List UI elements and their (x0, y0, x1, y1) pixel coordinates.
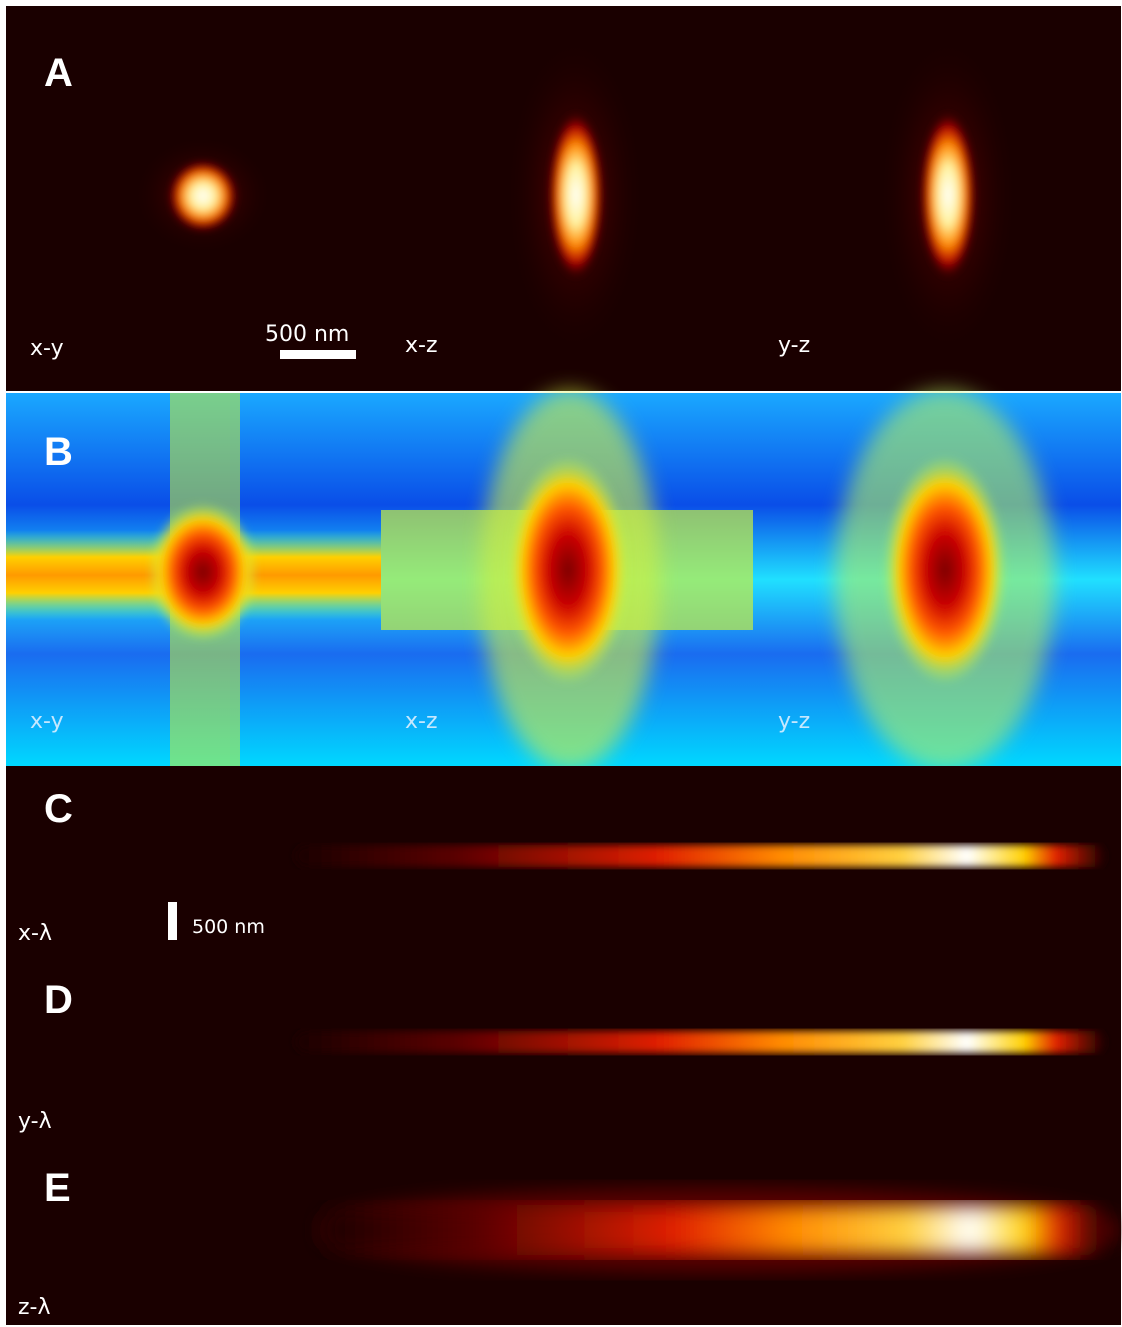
spectral-streak (320, 1205, 1105, 1255)
psf-spot (548, 110, 604, 280)
spectral-streak (295, 1031, 1105, 1053)
view-label: z-λ (18, 1295, 51, 1320)
scale-bar-label: 500 nm (265, 322, 349, 347)
scale-bar (280, 350, 356, 359)
view-label: y-z (778, 709, 810, 734)
psf-core (883, 455, 1007, 685)
view-label: x-λ (18, 921, 52, 946)
psf-spot (920, 110, 976, 280)
psf-core (506, 455, 630, 685)
view-label: x-z (405, 709, 438, 734)
panel-letter: D (44, 978, 73, 1022)
panel-letter: B (44, 430, 73, 474)
panel-letter: A (44, 51, 73, 95)
scale-bar (168, 902, 177, 940)
view-label: y-z (778, 333, 810, 358)
scale-bar-label: 500 nm (192, 916, 265, 938)
view-label: x-y (30, 336, 64, 361)
psf-core (148, 502, 258, 642)
view-label: x-z (405, 333, 438, 358)
spectral-streak (295, 845, 1105, 867)
panel-letter: E (44, 1166, 71, 1210)
panel-letter: C (44, 787, 73, 831)
view-label: x-y (30, 709, 64, 734)
view-label: y-λ (18, 1109, 52, 1134)
psf-spot (168, 160, 238, 232)
